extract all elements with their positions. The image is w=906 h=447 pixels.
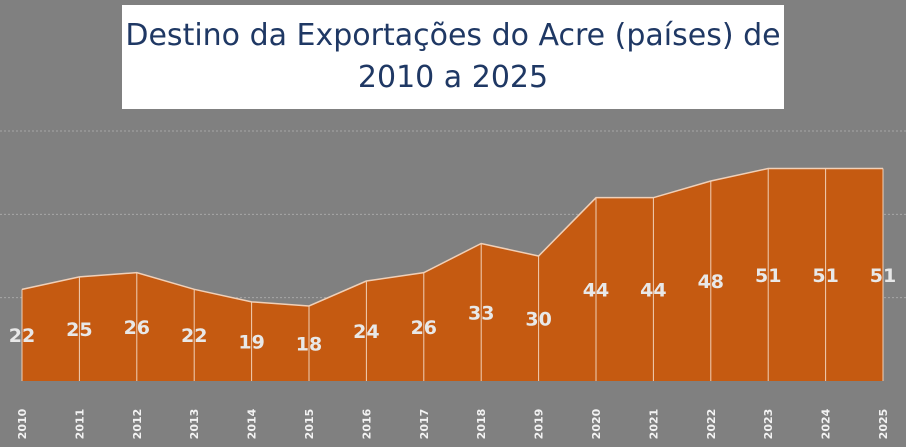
area-edge-line — [21, 167, 883, 307]
x-tick-2012: 2012 — [131, 409, 144, 440]
x-tick-2023: 2023 — [762, 409, 775, 440]
x-tick-2022: 2022 — [705, 409, 718, 440]
data-label-2024: 51 — [812, 265, 838, 287]
area-fill — [22, 168, 883, 381]
chart-title-line2: 2010 a 2025 — [357, 60, 549, 95]
data-label-2012: 26 — [124, 317, 150, 339]
x-axis-ticks: 2010 2011 2012 2013 2014 2015 2016 2017 2018 2019… — [16, 408, 890, 439]
data-label-2018: 33 — [468, 302, 494, 324]
x-tick-2013: 2013 — [188, 409, 201, 440]
data-label-2022: 48 — [698, 271, 724, 293]
data-label-2010: 22 — [9, 325, 35, 347]
data-label-2021: 44 — [640, 279, 666, 301]
x-tick-2019: 2019 — [533, 409, 546, 440]
data-label-2019: 30 — [525, 309, 551, 331]
data-label-2011: 25 — [66, 319, 92, 341]
data-label-2015: 18 — [296, 334, 322, 356]
chart-title-box: Destino da Exportações do Acre (países) … — [122, 5, 784, 109]
data-labels: 22 25 26 22 19 18 24 26 33 30 44 44 48 51 51 51 — [9, 265, 896, 356]
chart-title-line1: Destino da Exportações do Acre (países) … — [125, 18, 781, 53]
x-tick-2020: 2020 — [590, 408, 603, 439]
x-tick-2010: 2010 — [16, 408, 29, 439]
x-tick-2025: 2025 — [877, 409, 890, 440]
data-label-2014: 19 — [238, 331, 264, 353]
x-tick-2017: 2017 — [418, 409, 431, 440]
x-tick-2014: 2014 — [246, 408, 259, 439]
area-series — [21, 167, 884, 381]
x-tick-2024: 2024 — [820, 408, 833, 439]
data-label-2017: 26 — [411, 317, 437, 339]
data-label-2020: 44 — [583, 279, 609, 301]
x-tick-2016: 2016 — [360, 408, 373, 439]
data-label-2016: 24 — [353, 321, 379, 343]
x-tick-2021: 2021 — [647, 409, 660, 440]
x-tick-2018: 2018 — [475, 409, 488, 440]
data-label-2023: 51 — [755, 265, 781, 287]
data-label-2013: 22 — [181, 325, 207, 347]
data-label-2025: 51 — [870, 265, 896, 287]
x-tick-2011: 2011 — [73, 409, 86, 440]
x-tick-2015: 2015 — [303, 409, 316, 440]
